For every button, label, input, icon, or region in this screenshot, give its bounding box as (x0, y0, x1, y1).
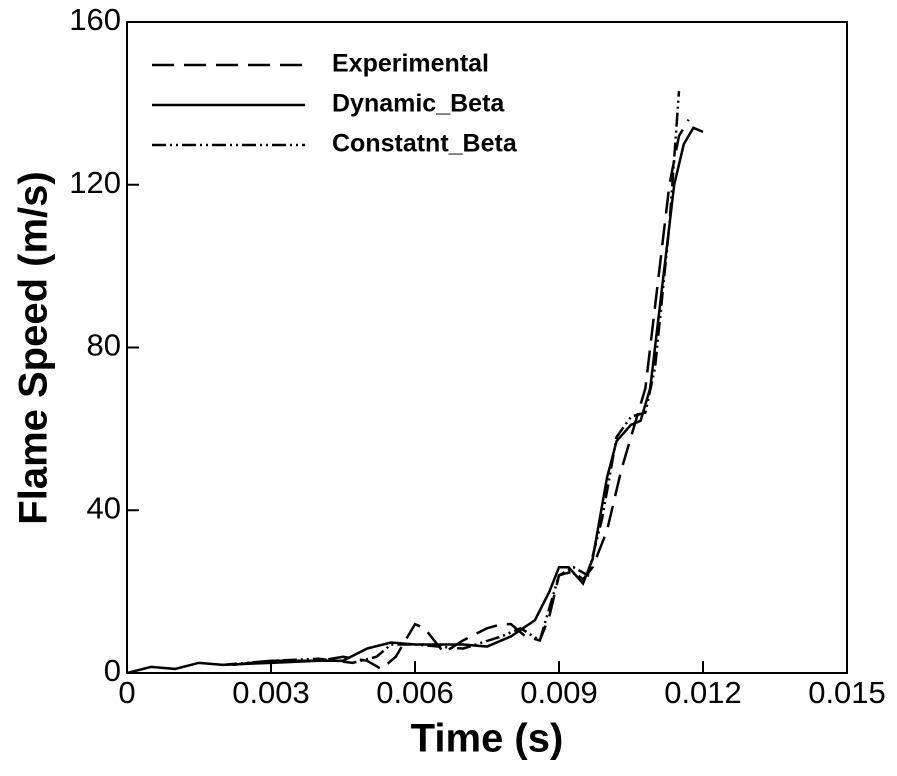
y-tick-label: 40 (87, 490, 121, 525)
x-tick-label: 0.009 (520, 675, 598, 710)
legend-label: Constatnt_Beta (332, 130, 518, 158)
y-tick-label: 120 (69, 165, 121, 200)
y-tick-label: 0 (104, 653, 121, 688)
x-axis-label: Time (s) (411, 717, 564, 761)
x-tick-label: 0.003 (232, 675, 310, 710)
series-line (232, 119, 690, 671)
x-tick-label: 0 (118, 675, 135, 710)
legend-label: Dynamic_Beta (332, 90, 505, 118)
legend-label: Experimental (332, 50, 489, 78)
y-tick-label: 80 (87, 328, 121, 363)
x-tick-label: 0.015 (808, 675, 886, 710)
y-axis-label: Flame Speed (m/s) (12, 171, 56, 524)
series-line (222, 91, 681, 667)
y-tick-label: 160 (69, 2, 121, 37)
x-tick-label: 0.006 (376, 675, 454, 710)
plot-frame (126, 21, 848, 674)
series-line (126, 126, 704, 675)
x-tick-label: 0.012 (664, 675, 742, 710)
